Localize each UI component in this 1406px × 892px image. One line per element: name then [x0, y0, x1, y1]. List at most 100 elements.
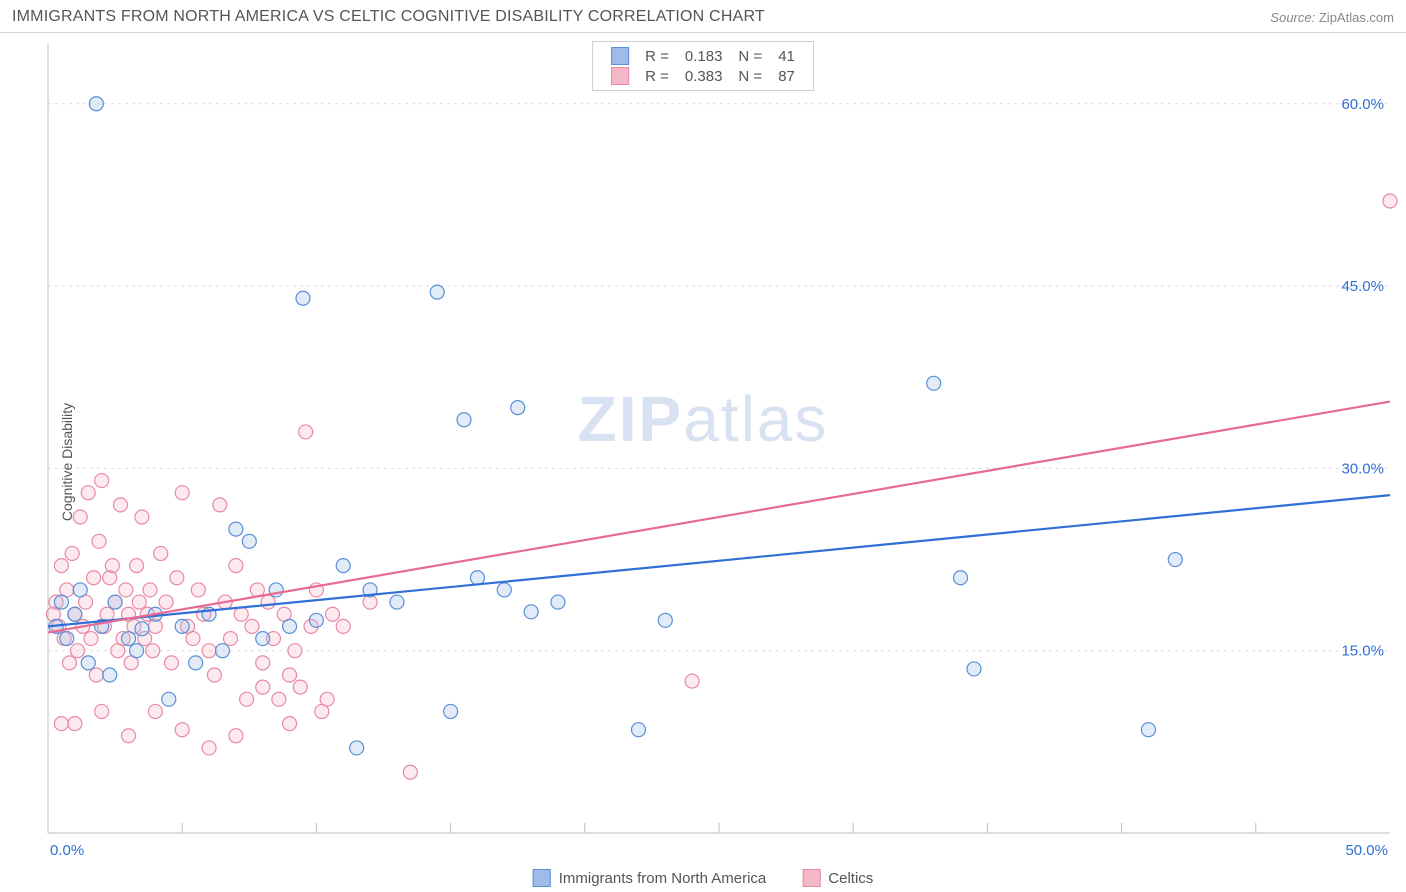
y-tick-label: 45.0%: [1341, 278, 1384, 295]
scatter-point: [122, 729, 136, 743]
scatter-point: [658, 613, 672, 627]
scatter-point: [1168, 553, 1182, 567]
scatter-point: [430, 285, 444, 299]
scatter-point: [685, 674, 699, 688]
legend-swatch: [611, 67, 629, 85]
y-tick-label: 30.0%: [1341, 460, 1384, 477]
scatter-point: [189, 656, 203, 670]
legend-R-label: R =: [637, 46, 677, 66]
scatter-point: [122, 632, 136, 646]
scatter-point: [631, 723, 645, 737]
scatter-point: [293, 680, 307, 694]
scatter-point: [229, 559, 243, 573]
trend-line: [48, 402, 1390, 633]
scatter-point: [350, 741, 364, 755]
scatter-point: [81, 486, 95, 500]
scatter-point: [73, 583, 87, 597]
scatter-point: [215, 644, 229, 658]
scatter-point: [89, 97, 103, 111]
scatter-point: [954, 571, 968, 585]
scatter-point: [130, 644, 144, 658]
scatter-point: [1141, 723, 1155, 737]
scatter-point: [242, 534, 256, 548]
scatter-point: [103, 668, 117, 682]
scatter-point: [309, 613, 323, 627]
legend-R-label: R =: [637, 66, 677, 86]
scatter-point: [256, 632, 270, 646]
scatter-point: [234, 607, 248, 621]
scatter-point: [81, 656, 95, 670]
legend-stats-box: R =0.183N =41R =0.383N =87: [592, 41, 814, 91]
scatter-point: [470, 571, 484, 585]
scatter-point: [84, 632, 98, 646]
scatter-point: [245, 619, 259, 633]
scatter-point: [154, 546, 168, 560]
scatter-point: [261, 595, 275, 609]
scatter-point: [283, 668, 297, 682]
scatter-point: [186, 632, 200, 646]
scatter-point: [170, 571, 184, 585]
legend-item-label: Immigrants from North America: [559, 870, 767, 887]
scatter-point: [283, 717, 297, 731]
y-axis-label: Cognitive Disability: [59, 403, 75, 521]
scatter-point: [272, 692, 286, 706]
legend-item-label: Celtics: [828, 870, 873, 887]
scatter-point: [524, 605, 538, 619]
scatter-point: [336, 559, 350, 573]
scatter-point: [146, 644, 160, 658]
scatter-point: [288, 644, 302, 658]
scatter-point: [927, 376, 941, 390]
scatter-chart-svg: 15.0%30.0%45.0%60.0%0.0%50.0%: [0, 33, 1406, 891]
chart-source: Source: ZipAtlas.com: [1270, 10, 1394, 25]
scatter-point: [62, 656, 76, 670]
scatter-point: [202, 741, 216, 755]
legend-N-label: N =: [730, 46, 770, 66]
scatter-point: [213, 498, 227, 512]
scatter-point: [444, 704, 458, 718]
scatter-point: [1383, 194, 1397, 208]
scatter-point: [175, 619, 189, 633]
scatter-point: [148, 704, 162, 718]
scatter-point: [224, 632, 238, 646]
scatter-point: [71, 644, 85, 658]
scatter-point: [229, 729, 243, 743]
scatter-point: [299, 425, 313, 439]
scatter-point: [65, 546, 79, 560]
scatter-point: [283, 619, 297, 633]
scatter-point: [240, 692, 254, 706]
scatter-point: [296, 291, 310, 305]
legend-series: Immigrants from North America Celtics: [533, 869, 874, 887]
scatter-point: [162, 692, 176, 706]
scatter-point: [320, 692, 334, 706]
scatter-point: [135, 622, 149, 636]
scatter-point: [336, 619, 350, 633]
scatter-point: [256, 656, 270, 670]
legend-swatch: [533, 869, 551, 887]
scatter-point: [73, 510, 87, 524]
scatter-point: [130, 559, 144, 573]
scatter-point: [159, 595, 173, 609]
scatter-point: [457, 413, 471, 427]
legend-item: Immigrants from North America: [533, 869, 767, 887]
scatter-point: [256, 680, 270, 694]
scatter-point: [967, 662, 981, 676]
scatter-point: [511, 401, 525, 415]
scatter-point: [54, 717, 68, 731]
scatter-point: [95, 704, 109, 718]
scatter-point: [92, 534, 106, 548]
x-tick-label: 50.0%: [1345, 842, 1388, 859]
chart-title: IMMIGRANTS FROM NORTH AMERICA VS CELTIC …: [12, 8, 765, 26]
legend-swatch: [802, 869, 820, 887]
scatter-point: [403, 765, 417, 779]
scatter-point: [132, 595, 146, 609]
scatter-point: [551, 595, 565, 609]
legend-N-label: N =: [730, 66, 770, 86]
scatter-point: [119, 583, 133, 597]
legend-N-value: 87: [770, 66, 803, 86]
y-tick-label: 15.0%: [1341, 643, 1384, 660]
scatter-point: [105, 559, 119, 573]
scatter-point: [54, 559, 68, 573]
x-tick-label: 0.0%: [50, 842, 84, 859]
scatter-point: [175, 486, 189, 500]
scatter-point: [54, 595, 68, 609]
